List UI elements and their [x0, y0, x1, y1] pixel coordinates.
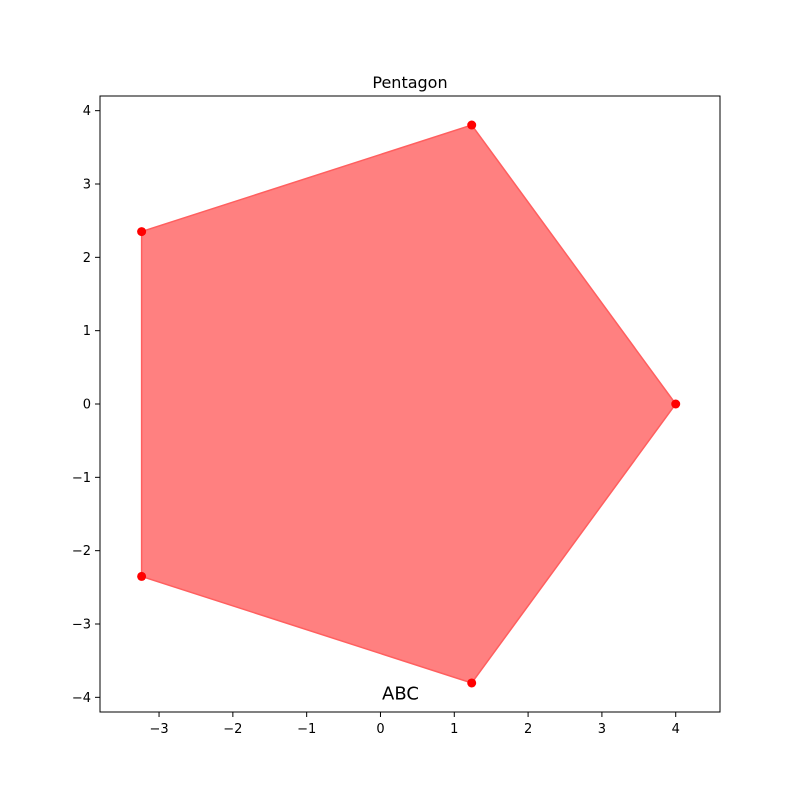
vertex-point-2: [467, 120, 477, 130]
y-tick-label: −2: [72, 544, 91, 559]
pentagon-polygon: [140, 124, 677, 684]
y-tick-label: 3: [83, 178, 91, 193]
x-tick-label: 1: [450, 722, 458, 737]
x-tick-label: 2: [524, 722, 532, 737]
vertex-point-1: [671, 399, 681, 409]
axes: −3 −2 −1 0 1 2 3 4 −4 −3 −2 −1 0 1 2 3 4: [72, 95, 721, 737]
y-tick-label: 1: [83, 324, 91, 339]
x-tick-label: −3: [149, 722, 168, 737]
y-tick-label: −4: [72, 691, 91, 706]
vertex-point-3: [137, 227, 147, 237]
x-tick-label: 0: [376, 722, 384, 737]
y-tick-label: −1: [72, 471, 91, 486]
annotation-label: ABC: [382, 684, 419, 705]
y-tick-label: −3: [72, 618, 91, 633]
x-tick-label: 3: [598, 722, 606, 737]
y-tick-label: 4: [83, 104, 91, 119]
y-tick-label: 0: [83, 398, 91, 413]
x-tick-label: 4: [672, 722, 680, 737]
vertex-point-5: [467, 678, 477, 688]
x-tick-label: −1: [297, 722, 316, 737]
chart-title: Pentagon: [372, 73, 447, 92]
plot-area: ABC: [137, 120, 681, 705]
x-tick-label: −2: [223, 722, 242, 737]
vertex-point-4: [137, 571, 147, 581]
y-tick-label: 2: [83, 251, 91, 266]
